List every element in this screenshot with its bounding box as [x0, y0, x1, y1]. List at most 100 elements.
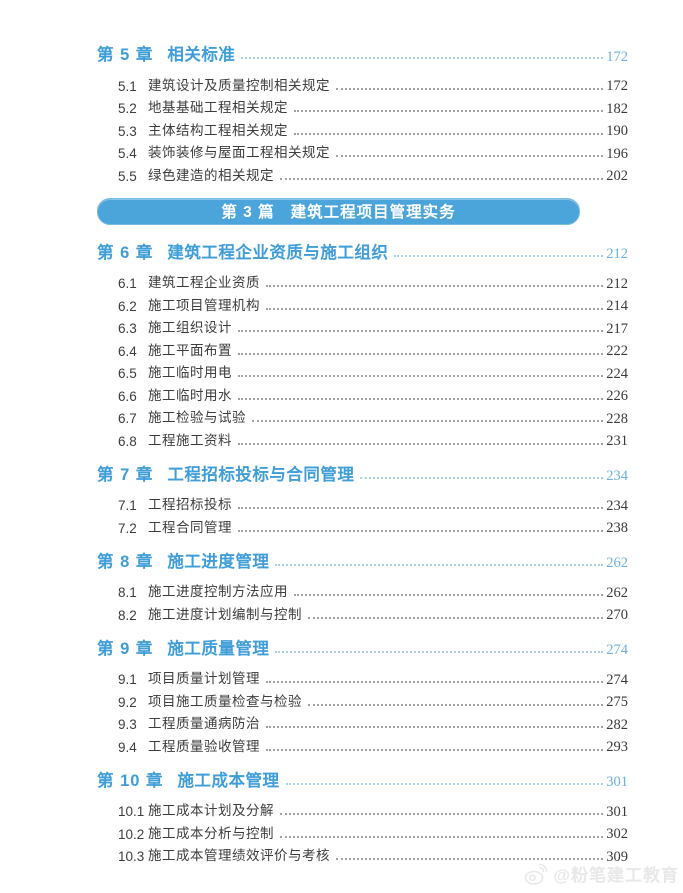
section-title: 施工成本计划及分解	[148, 803, 274, 818]
section-page-number: 275	[606, 694, 628, 710]
dotted-leader	[252, 420, 604, 422]
section-page-number: 309	[606, 848, 628, 865]
watermark: @粉笔建工教育	[523, 861, 679, 886]
chapter-title: 建筑工程企业资质与施工组织	[167, 243, 389, 262]
dotted-leader	[275, 563, 604, 566]
chapter-label: 第 10 章	[97, 771, 164, 790]
toc-entry: 9.1 项目质量计划管理 274	[97, 666, 628, 689]
dotted-leader	[294, 110, 604, 112]
toc-entry: 8.2 施工进度计划编制与控制 270	[97, 601, 628, 624]
section-title: 建筑工程企业资质	[148, 275, 260, 290]
dotted-leader	[394, 254, 604, 257]
chapter-heading: 第 9 章 施工质量管理 274	[97, 636, 628, 659]
section-title: 工程招标投标	[148, 497, 232, 512]
section-title: 工程施工资料	[148, 432, 232, 448]
dotted-leader	[266, 285, 604, 287]
toc-entry: 7.2 工程合同管理 238	[97, 514, 628, 537]
section-title: 施工临时用电	[148, 365, 232, 380]
dotted-leader	[238, 442, 604, 445]
toc-entry: 10.3 施工成本管理绩效评价与考核 309	[97, 843, 628, 866]
section-page-number: 224	[606, 365, 628, 382]
toc-entry: 10.1 施工成本计划及分解 301	[97, 798, 628, 821]
toc-entry: 5.4 装饰装修与屋面工程相关规定 196	[97, 140, 628, 163]
chapter-page-number: 301	[606, 774, 628, 790]
section-page-number: 214	[606, 298, 628, 314]
section-number: 10.2	[118, 826, 145, 842]
section-number: 7.2	[118, 520, 137, 536]
section-number: 10.3	[118, 849, 145, 864]
section-number: 5.3	[118, 123, 137, 139]
section-number: 10.1	[118, 804, 145, 819]
dotted-leader	[238, 330, 604, 332]
dotted-leader	[308, 616, 604, 619]
toc-entry: 5.5 绿色建造的相关规定 202	[97, 162, 628, 185]
section-title: 主体结构工程相关规定	[148, 122, 288, 138]
dotted-leader	[266, 307, 604, 310]
section-page-number: 238	[606, 520, 628, 536]
part-banner-title: 建筑工程项目管理实务	[290, 204, 456, 221]
part-banner: 第 3 篇 建筑工程项目管理实务	[97, 197, 580, 225]
section-page-number: 262	[606, 584, 628, 601]
section-number: 9.4	[118, 739, 137, 755]
dotted-leader	[266, 726, 604, 728]
toc-entry: 6.3 施工组织设计 217	[97, 315, 628, 338]
chapter-heading: 第 5 章 相关标准 172	[97, 42, 628, 65]
toc-entry: 6.6 施工临时用水 226	[97, 382, 628, 405]
chapter-title: 施工质量管理	[167, 639, 270, 658]
section-page-number: 302	[606, 826, 628, 842]
toc-entry: 6.8 工程施工资料 231	[97, 427, 628, 450]
section-title: 工程质量验收管理	[148, 738, 260, 754]
weibo-icon	[525, 863, 548, 885]
section-title: 绿色建造的相关规定	[148, 167, 274, 183]
chapter-title: 相关标准	[167, 46, 236, 64]
dotted-leader	[360, 476, 604, 479]
dotted-leader	[238, 397, 604, 400]
section-title: 施工成本管理绩效评价与考核	[148, 848, 330, 863]
dotted-leader	[238, 507, 604, 509]
chapter-page-number: 234	[606, 468, 628, 484]
section-number: 9.2	[118, 694, 137, 710]
section-number: 5.1	[118, 78, 137, 94]
chapter-heading: 第 6 章 建筑工程企业资质与施工组织 212	[97, 240, 628, 263]
section-title: 施工组织设计	[148, 320, 232, 335]
section-number: 6.4	[118, 343, 137, 359]
dotted-leader	[294, 132, 604, 135]
chapter-heading: 第 8 章 施工进度管理 262	[97, 549, 628, 572]
toc-entry: 5.2 地基基础工程相关规定 182	[97, 95, 628, 118]
section-page-number: 282	[606, 716, 628, 733]
chapter-label: 第 8 章	[97, 552, 154, 571]
toc-entry: 5.1 建筑设计及质量控制相关规定 172	[97, 72, 628, 95]
section-page-number: 196	[606, 145, 628, 162]
section-number: 6.2	[118, 298, 137, 314]
section-number: 8.2	[118, 607, 137, 623]
section-title: 施工进度计划编制与控制	[148, 606, 302, 622]
toc-entry: 10.2 施工成本分析与控制 302	[97, 820, 628, 843]
section-number: 6.1	[118, 276, 137, 291]
section-page-number: 293	[606, 739, 628, 755]
dotted-leader	[280, 813, 604, 815]
section-page-number: 231	[606, 433, 628, 449]
dotted-leader	[238, 352, 604, 355]
chapter-block-9: 第 9 章 施工质量管理 274 9.1 项目质量计划管理 274 9.2 项目…	[97, 636, 628, 756]
toc-entry: 9.4 工程质量验收管理 293	[97, 733, 628, 756]
section-page-number: 217	[606, 320, 628, 337]
section-page-number: 274	[606, 671, 628, 688]
section-page-number: 202	[606, 168, 628, 184]
dotted-leader	[275, 650, 604, 653]
section-title: 工程质量通病防治	[148, 716, 260, 731]
dotted-leader	[266, 681, 604, 683]
section-page-number: 234	[606, 497, 628, 514]
section-title: 工程合同管理	[148, 519, 232, 535]
chapter-page-number: 262	[606, 555, 628, 571]
section-page-number: 212	[606, 275, 628, 292]
chapter-page-number: 212	[606, 246, 628, 262]
chapter-block-6: 第 6 章 建筑工程企业资质与施工组织 212 6.1 建筑工程企业资质 212…	[97, 240, 628, 450]
section-page-number: 172	[606, 78, 628, 94]
section-number: 5.2	[118, 101, 137, 116]
chapter-block-7: 第 7 章 工程招标投标与合同管理 234 7.1 工程招标投标 234 7.2…	[97, 462, 628, 537]
toc-entry: 6.5 施工临时用电 224	[97, 360, 628, 383]
section-number: 6.5	[118, 366, 137, 381]
section-title: 施工平面布置	[148, 342, 232, 358]
section-number: 8.1	[118, 585, 137, 600]
